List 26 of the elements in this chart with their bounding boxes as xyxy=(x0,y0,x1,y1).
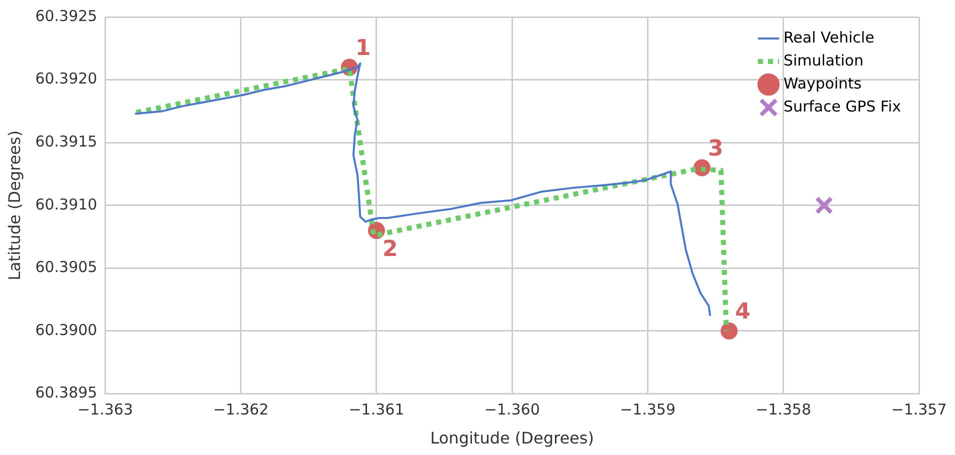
x-tick-label: −1.357 xyxy=(891,400,947,419)
annotation: 1 xyxy=(355,36,371,61)
y-tick-label: 60.3900 xyxy=(35,320,98,339)
x-tick-label: −1.360 xyxy=(484,400,540,419)
y-tick-label: 60.3910 xyxy=(35,195,98,214)
y-tick-label: 60.3895 xyxy=(35,384,98,402)
legend-label: Simulation xyxy=(784,51,864,70)
y-tick-label: 60.3905 xyxy=(35,258,98,276)
x-tick-label: −1.363 xyxy=(77,400,133,419)
point xyxy=(814,196,834,214)
legend-label: Surface GPS Fix xyxy=(784,97,902,116)
x-tick-label: −1.359 xyxy=(620,400,676,419)
y-tick-label: 60.3915 xyxy=(35,132,98,150)
annotation: 2 xyxy=(382,237,398,262)
y-axis-title: Latitude (Degrees) xyxy=(4,130,24,280)
legend-label: Real Vehicle xyxy=(784,28,874,46)
annotation: 4 xyxy=(735,300,750,325)
y-tick-label: 60.3925 xyxy=(35,6,98,25)
x-axis-title: Longitude (Degrees) xyxy=(430,428,594,448)
point xyxy=(720,322,738,340)
x-tick-label: −1.362 xyxy=(213,400,269,419)
annotation: 3 xyxy=(708,136,724,162)
legend-label: Waypoints xyxy=(784,74,862,92)
x-tick-label: −1.358 xyxy=(756,400,812,419)
y-tick-label: 60.3920 xyxy=(35,70,98,88)
x-tick-label: −1.361 xyxy=(348,400,404,419)
